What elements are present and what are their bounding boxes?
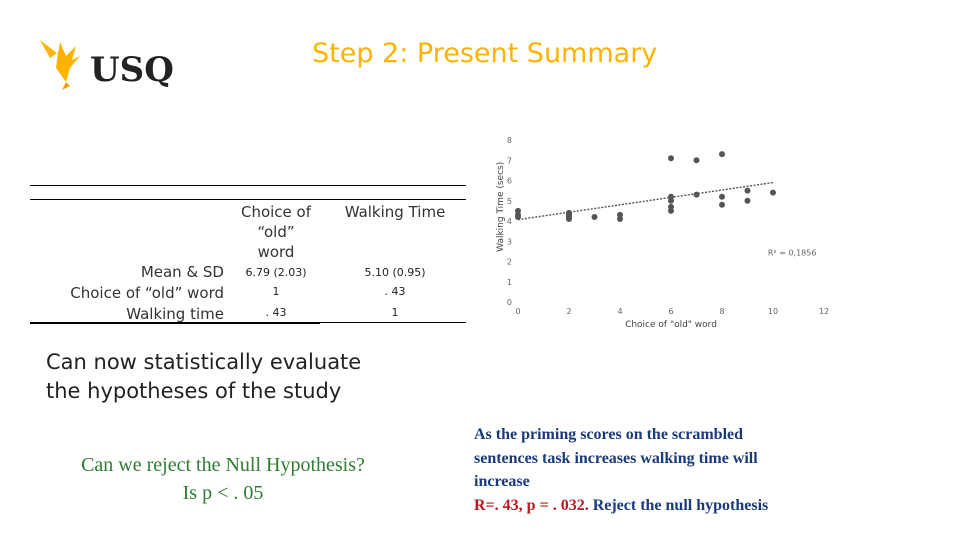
row-label-mean-sd: Mean & SD [140,263,224,281]
x-axis-ticks: 0 2 4 6 8 10 12 [515,307,829,316]
table-cell: . 43 [265,306,287,319]
x-tick-label: 2 [566,307,571,316]
data-point [693,191,700,198]
data-point [515,213,521,220]
y-tick-label: 7 [507,156,512,165]
conclusion-line: As the priming scores on the scrambled [474,426,744,443]
y-axis-label: Walking Time (secs) [496,162,506,252]
table-cell: . 43 [384,285,406,298]
y-axis-ticks: 0 1 2 3 4 5 6 7 8 [507,136,512,307]
y-tick-label: 4 [507,217,512,226]
col-header-walking: Walking Time [344,203,446,221]
page-title: Step 2: Present Summary [312,38,658,69]
usq-logo: USQ [36,38,176,90]
table-rule-header [30,199,466,200]
stat-result: R=. 43, p = . 032. [474,496,589,514]
r-squared-label: R² = 0,1856 [768,248,817,257]
data-point [668,203,674,210]
logo-text: USQ [90,50,174,90]
data-point [719,151,725,158]
x-axis-label: Choice of "old" word [625,320,717,330]
y-tick-label: 5 [507,197,512,206]
x-tick-label: 12 [819,307,829,316]
x-tick-label: 6 [668,307,673,316]
y-tick-label: 6 [507,177,512,186]
x-tick-label: 8 [719,307,724,316]
y-tick-label: 3 [507,237,512,246]
data-point [719,193,725,200]
y-tick-label: 8 [507,136,512,145]
lead-text: Can now statistically evaluate the hypot… [46,348,361,406]
table-rule-top [30,185,466,186]
lead-line: the hypotheses of the study [46,379,342,403]
x-tick-label: 0 [515,307,520,316]
data-point [617,211,623,218]
lead-line: Can now statistically evaluate [46,350,362,374]
row-label-choice: Choice of “old” word [70,284,224,302]
data-point [591,213,598,220]
verdict: Reject the null hypothesis [588,496,769,514]
conclusion-line: sentences task increases walking time wi… [474,449,758,467]
y-tick-label: 0 [507,298,512,307]
conclusion-result: R=. 43, p = . 032. Reject the null hypot… [474,494,874,518]
data-point [719,201,725,208]
col-header-choice: Choice of “old” word [240,203,312,261]
table-cell: 1 [391,306,399,319]
question-line: Can we reject the Null Hypothesis? [81,454,365,476]
data-point [668,155,674,162]
conclusion-line: increase [474,473,530,490]
data-point [693,157,700,164]
x-tick-label: 10 [768,307,778,316]
y-tick-label: 1 [507,278,512,287]
row-label-walking: Walking time [126,305,224,323]
phoenix-icon [40,40,80,90]
question-line: Is p < . 05 [182,482,264,504]
table-cell: 6.79 (2.03) [245,266,307,279]
data-points [515,151,776,222]
table-cell: 1 [272,285,280,298]
data-point [668,197,674,204]
data-point [770,189,776,196]
data-point [566,215,572,222]
data-point [744,187,751,194]
x-tick-label: 4 [617,307,622,316]
y-tick-label: 2 [507,258,512,267]
null-hypothesis-question: Can we reject the Null Hypothesis? Is p … [38,451,408,507]
trend-line [517,181,774,221]
table-cell: 5.10 (0.95) [364,266,426,279]
table-rule-bottom-left [30,322,320,324]
conclusion-text: As the priming scores on the scrambled s… [474,423,874,517]
data-point [566,209,572,216]
data-point [744,197,751,204]
table-rule-bottom-right [320,322,466,323]
